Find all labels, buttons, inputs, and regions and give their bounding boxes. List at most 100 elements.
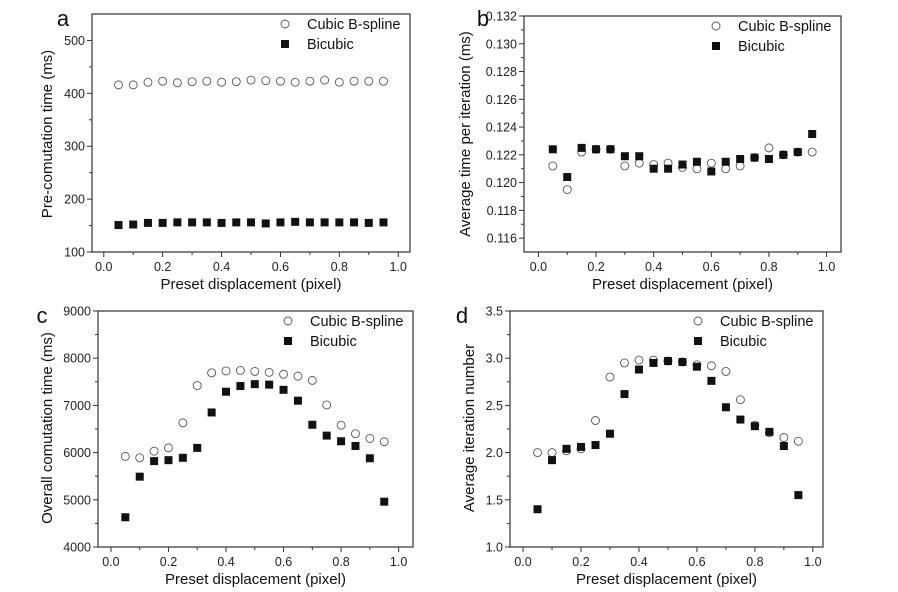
x-tick-label: 1.0 <box>804 555 821 569</box>
x-tick-label: 1.0 <box>390 260 407 274</box>
x-tick-label: 0.4 <box>645 260 662 274</box>
y-tick-label: 6000 <box>63 446 91 460</box>
data-point-square <box>364 218 373 227</box>
x-tick-label: 0.2 <box>572 555 589 569</box>
legend-marker-circle <box>693 316 703 326</box>
data-point-square <box>207 408 216 417</box>
data-point-circle <box>128 80 138 90</box>
x-tick-label: 0.0 <box>514 555 531 569</box>
data-point-square <box>721 403 730 412</box>
legend-label: Cubic B-spline <box>307 17 401 33</box>
data-point-circle <box>721 366 731 376</box>
y-tick-label: 1.0 <box>486 541 503 555</box>
series-cubic-b-spline <box>120 366 389 463</box>
data-point-square <box>692 157 701 166</box>
data-point-square <box>250 380 259 389</box>
data-point-square <box>121 513 130 522</box>
data-point-square <box>173 218 182 227</box>
data-point-circle <box>764 143 774 153</box>
y-tick-label: 0.128 <box>486 65 517 79</box>
data-point-square <box>533 505 542 514</box>
x-tick-label: 0.4 <box>630 555 647 569</box>
y-tick-label: 400 <box>64 87 85 101</box>
x-tick-label: 0.6 <box>272 260 289 274</box>
data-point-square <box>649 164 658 173</box>
data-point-square <box>634 365 643 374</box>
data-point-square <box>765 427 774 436</box>
x-tick-label: 0.0 <box>530 260 547 274</box>
x-tick-label: 1.0 <box>818 260 835 274</box>
x-tick-label: 0.0 <box>102 555 119 569</box>
data-point-circle <box>221 366 231 376</box>
data-point-circle <box>735 161 745 171</box>
data-point-circle <box>164 443 173 453</box>
legend-marker-square <box>712 42 720 50</box>
data-point-square <box>232 218 241 227</box>
x-tick-label: 0.8 <box>746 555 763 569</box>
panel-d: d 0.0 0.2 0.4 0.6 0.8 1.0 1.0 1.5 2.0 2.5 3.0 3.5 Pre… <box>456 303 824 588</box>
y-tick-label: 9000 <box>63 305 91 319</box>
data-point-circle <box>349 76 359 86</box>
data-point-circle <box>779 433 789 442</box>
y-tick-label: 5000 <box>63 493 91 507</box>
data-point-square <box>114 221 123 230</box>
x-axis-title: Preset displacement (pixel) <box>161 276 342 293</box>
series-cubic-b-spline <box>533 355 803 458</box>
data-point-circle <box>320 75 330 85</box>
panel-label: d <box>456 303 468 328</box>
data-point-circle <box>135 453 145 463</box>
data-point-circle <box>620 161 630 171</box>
legend-marker-square <box>694 337 702 345</box>
y-tick-label: 0.118 <box>487 204 517 218</box>
x-tick-label: 1.0 <box>390 555 407 569</box>
data-point-square <box>365 454 374 463</box>
data-point-square <box>380 497 389 506</box>
data-point-square <box>605 429 614 438</box>
data-point-square <box>308 420 317 429</box>
x-tick-label: 0.4 <box>213 260 230 274</box>
data-point-square <box>202 218 211 227</box>
y-tick-label: 100 <box>64 246 85 260</box>
y-tick-label: 500 <box>64 34 85 48</box>
data-point-square <box>335 218 344 227</box>
y-axis-title: Pre-comutation time (ms) <box>39 50 56 218</box>
data-point-square <box>305 218 314 227</box>
data-point-square <box>635 152 644 161</box>
data-point-circle <box>250 366 260 376</box>
legend-label: Bicubic <box>310 334 357 350</box>
legend-label: Bicubic <box>738 39 785 55</box>
data-point-square <box>664 164 673 173</box>
series-cubic-b-spline <box>548 143 817 194</box>
x-tick-label: 0.6 <box>275 555 292 569</box>
legend-label: Bicubic <box>307 37 354 53</box>
panel-c: c 0.0 0.2 0.4 0.6 0.8 1.0 4000 5000 6000 7000 8000 9… <box>37 303 414 588</box>
y-tick-label: 1.5 <box>486 493 503 507</box>
series-cubic-b-spline <box>114 75 388 90</box>
x-tick-label: 0.6 <box>688 555 705 569</box>
y-tick-label: 0.132 <box>486 10 517 24</box>
y-axis-title: Overall comutation time (ms) <box>39 332 56 524</box>
data-point-square <box>279 385 288 394</box>
data-point-circle <box>217 77 227 87</box>
data-point-circle <box>178 418 188 428</box>
data-point-square <box>164 456 173 465</box>
data-point-square <box>351 441 360 450</box>
y-tick-label: 0.122 <box>486 148 517 162</box>
data-point-circle <box>187 77 197 87</box>
data-point-square <box>779 441 788 450</box>
data-point-circle <box>548 161 558 171</box>
data-point-circle <box>279 369 288 379</box>
data-point-square <box>764 154 773 163</box>
y-axis-title: Average iteration number <box>461 344 478 512</box>
data-point-square <box>291 217 300 226</box>
data-point-square <box>337 437 346 446</box>
data-point-square <box>261 219 270 228</box>
data-point-circle <box>365 433 375 443</box>
data-point-square <box>808 130 817 138</box>
data-point-circle <box>533 448 542 458</box>
y-tick-label: 0.124 <box>486 121 517 135</box>
data-point-square <box>379 218 388 227</box>
legend-marker-circle <box>280 19 290 29</box>
data-point-square <box>692 362 701 371</box>
legend-label: Bicubic <box>720 334 767 350</box>
